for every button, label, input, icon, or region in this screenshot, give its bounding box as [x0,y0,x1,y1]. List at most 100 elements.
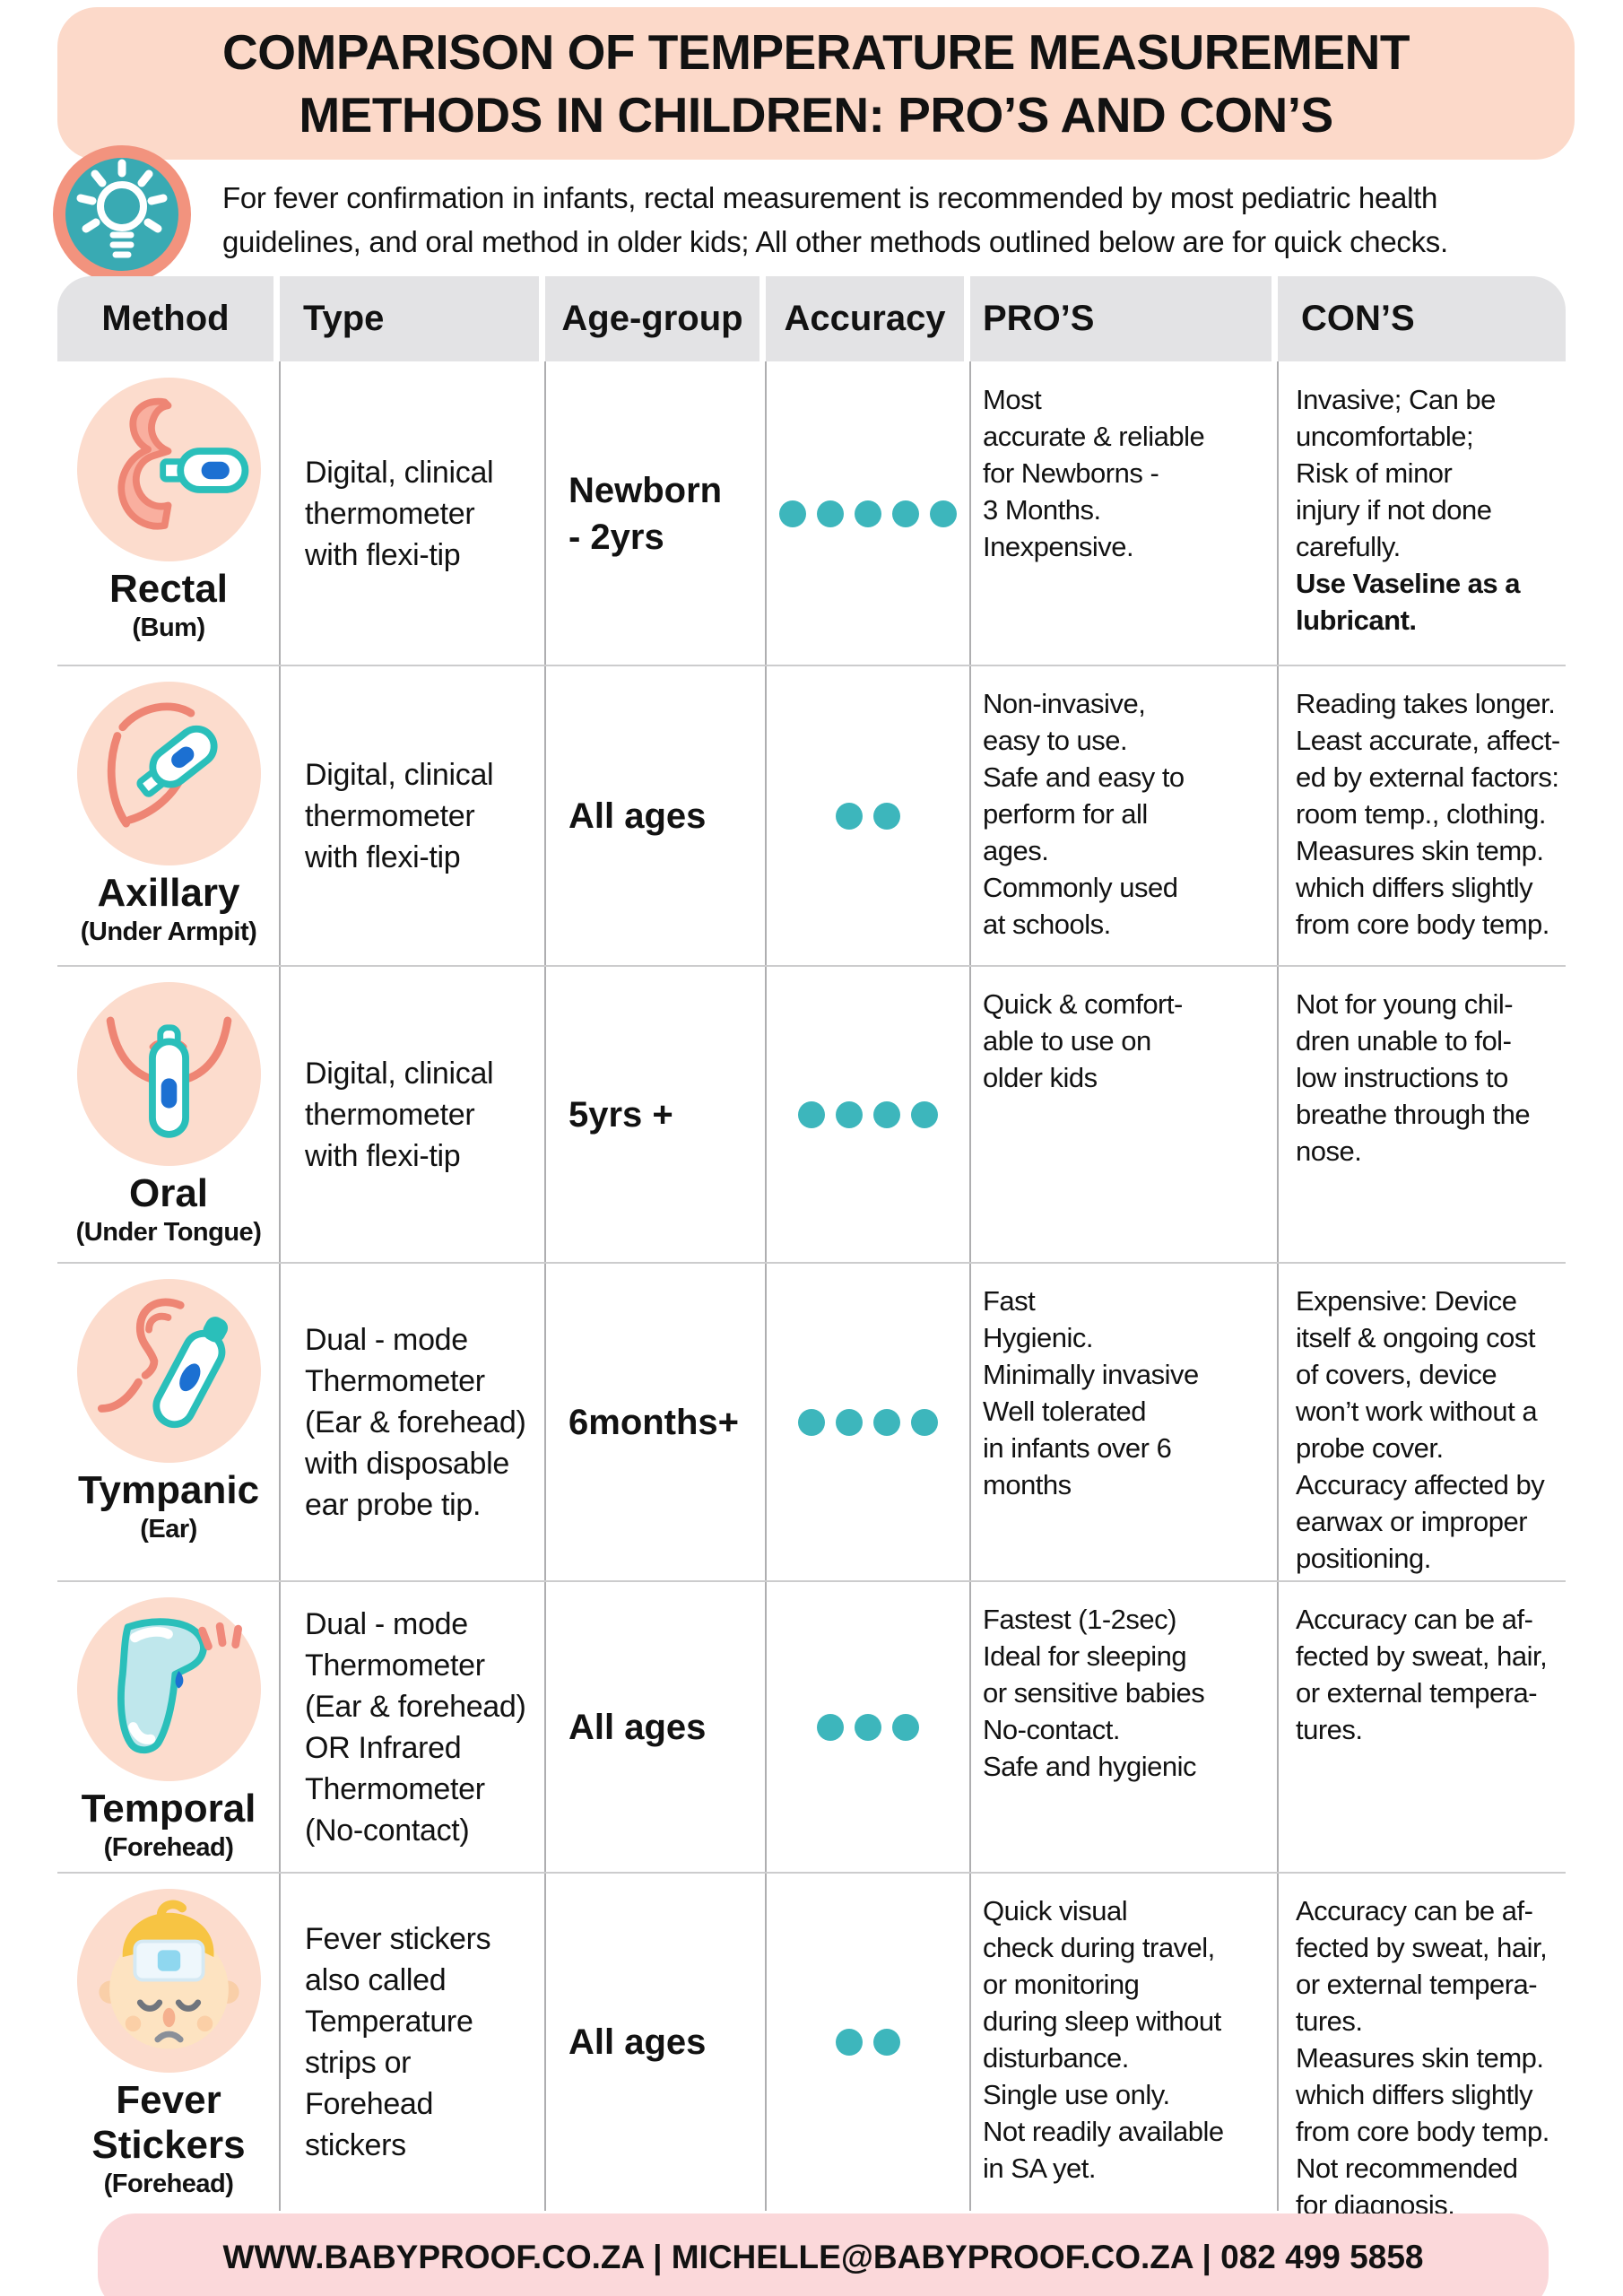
intro-text: For fever confirmation in infants, recta… [222,181,1448,258]
method-label: Tympanic [77,1468,260,1512]
footer-banner: WWW.BABYPROOF.CO.ZA | MICHELLE@BABYPROOF… [98,2213,1549,2296]
accuracy-dot [873,1408,900,1436]
cons-text: Invasive; Can be uncomfortable; Risk of … [1296,384,1496,562]
accuracy-dot [873,1100,900,1128]
accuracy-dot [798,1408,825,1436]
pros-cell: Quick & comfort- able to use on older ki… [983,988,1183,1093]
type-cell: Digital, clinical thermometer with flexi… [305,757,494,874]
accuracy-dot [892,1713,919,1741]
method-label: Fever Stickers [91,2078,246,2167]
lightbulb-icon [51,144,193,285]
accuracy-dot [855,1713,881,1741]
accuracy-cell [766,665,970,966]
age-cell: All ages [568,1707,707,1747]
table-header: Method Type Age-group Accuracy PRO’S CON… [57,276,1566,361]
cons-cell: Expensive: Device itself & ongoing cost … [1278,1263,1566,1581]
type-cell: Dual - mode Thermometer (Ear & forehead)… [305,1606,526,1848]
table-row-fever-stickers-method: Fever Stickers (Forehead) [57,1873,280,2211]
row-divider [57,965,1566,967]
column-divider [1277,361,1279,2211]
pros-cell: Quick visual check during travel, or mon… [983,1895,1224,2184]
method-label: Rectal [108,567,229,611]
method-sublabel: (Forehead) [103,1833,234,1862]
column-divider [765,361,767,2211]
method-sublabel: (Bum) [132,613,205,642]
comparison-table: Rectal (Bum) Digital, clinical thermomet… [57,361,1566,2221]
cons-bold-text: Use Vaseline as a lubricant. [1296,568,1521,636]
fever-sticker-icon [76,1889,261,2073]
row-divider [57,1580,1566,1582]
age-cell: All ages [568,796,707,836]
cons-text: Accuracy can be af- fected by sweat, hai… [1296,1604,1548,1745]
contact-info: WWW.BABYPROOF.CO.ZA | MICHELLE@BABYPROOF… [222,2239,1424,2275]
method-sublabel: (Ear) [140,1515,197,1544]
page-title-line1: COMPARISON OF TEMPERATURE MEASUREMENT [222,24,1410,80]
type-cell: Digital, clinical thermometer with flexi… [305,455,494,572]
type-cell: Fever stickers also called Temperature s… [305,1921,491,2162]
accuracy-dot [892,500,919,527]
row-divider [57,1872,1566,1874]
age-cell: Newborn - 2yrs [568,470,723,557]
header-cons: CON’S [1278,276,1566,361]
tympanic-icon [76,1279,261,1463]
cons-cell: Reading takes longer. Least accurate, af… [1278,665,1566,966]
method-sublabel: (Under Armpit) [80,918,257,946]
accuracy-dot [836,1408,863,1436]
accuracy-dot [873,802,900,830]
table-row-temporal-method: Temporal (Forehead) [57,1581,280,1873]
accuracy-dot [873,2028,900,2056]
header-age-group: Age-group [545,276,766,361]
type-cell: Digital, clinical thermometer with flexi… [305,1056,494,1173]
accuracy-dot [911,1100,938,1128]
accuracy-dot [911,1408,938,1436]
table-row-axillary-method: Axillary (Under Armpit) [57,665,280,966]
header-type: Type [280,276,545,361]
header-accuracy: Accuracy [766,276,970,361]
row-divider [57,665,1566,666]
accuracy-cell [766,966,970,1263]
temporal-icon [76,1597,261,1781]
page-title-line2: METHODS IN CHILDREN: PRO’S AND CON’S [299,87,1333,143]
cons-text: Reading takes longer. Least accurate, af… [1296,688,1560,940]
cons-text: Expensive: Device itself & ongoing cost … [1296,1285,1545,1574]
pros-cell: Fastest (1-2sec) Ideal for sleeping or s… [983,1604,1205,1782]
axillary-icon [76,682,261,865]
pros-cell: Fast Hygienic. Minimally invasive Well t… [983,1285,1199,1500]
accuracy-dot [836,2028,863,2056]
table-row-rectal-method: Rectal (Bum) [57,361,280,665]
accuracy-dot [836,1100,863,1128]
age-cell: All ages [568,2022,707,2062]
cons-cell: Accuracy can be af- fected by sweat, hai… [1278,1581,1566,1873]
method-sublabel: (Under Tongue) [75,1218,262,1247]
method-label: Temporal [81,1787,256,1831]
table-row-tympanic-method: Tympanic (Ear) [57,1263,280,1581]
accuracy-dot [930,500,957,527]
accuracy-dot [817,1713,844,1741]
title-banner: COMPARISON OF TEMPERATURE MEASUREMENT ME… [57,7,1575,160]
method-label: Oral [128,1171,209,1215]
cons-cell: Not for young chil- dren unable to fol- … [1278,966,1566,1263]
accuracy-dot [836,802,863,830]
accuracy-dot [779,500,806,527]
column-divider [969,361,971,2211]
cons-text: Accuracy can be af- fected by sweat, hai… [1296,1895,1549,2221]
age-cell: 6months+ [568,1402,740,1442]
type-cell: Dual - mode Thermometer (Ear & forehead)… [305,1322,526,1522]
header-method: Method [57,276,280,361]
column-divider [279,361,281,2211]
table-row-oral-method: Oral (Under Tongue) [57,966,280,1263]
method-sublabel: (Forehead) [103,2170,234,2198]
accuracy-cell [766,1263,970,1581]
accuracy-dot [855,500,881,527]
header-pros: PRO’S [970,276,1278,361]
accuracy-cell [766,361,970,665]
method-label: Axillary [97,871,240,915]
pros-cell: Non-invasive, easy to use. Safe and easy… [983,688,1185,940]
accuracy-dot [798,1100,825,1128]
rectal-icon [76,378,261,561]
accuracy-dot [817,500,844,527]
oral-icon [76,982,261,1166]
accuracy-cell [766,1581,970,1873]
cons-cell: Accuracy can be af- fected by sweat, hai… [1278,1873,1566,2221]
